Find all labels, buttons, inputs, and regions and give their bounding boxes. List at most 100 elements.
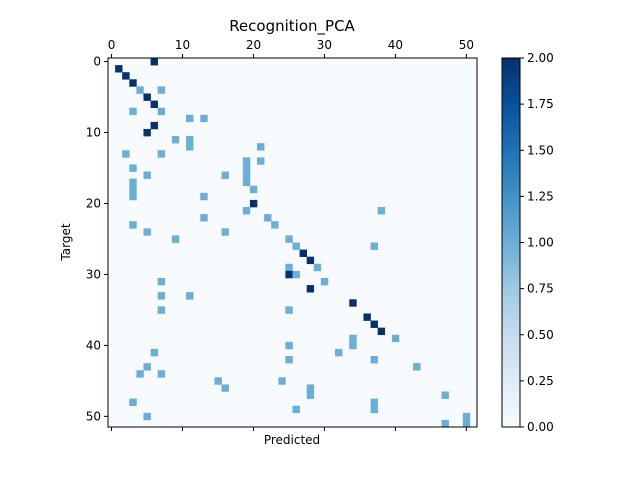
- heatmap-cell: [249, 199, 258, 208]
- heatmap-cell: [150, 58, 158, 66]
- heatmap-cell: [200, 214, 208, 222]
- heatmap-cell: [278, 377, 286, 385]
- x-tick-label: 20: [246, 38, 261, 52]
- heatmap-cell: [441, 419, 449, 428]
- heatmap-cell: [242, 207, 251, 215]
- heatmap-cell: [200, 114, 208, 123]
- heatmap-cell: [292, 405, 300, 414]
- heatmap-cell: [292, 270, 300, 279]
- heatmap-cell: [129, 107, 137, 116]
- heatmap-cell: [157, 370, 166, 378]
- heatmap-cell: [129, 185, 137, 194]
- colorbar-tick-label: 1.25: [527, 189, 554, 203]
- colorbar-tick-label: 1.00: [527, 236, 554, 250]
- x-axis-ticks: 0 10 20 30 40 50: [108, 38, 474, 431]
- heatmap-cell: [249, 185, 258, 194]
- heatmap-cell: [122, 72, 130, 80]
- heatmap-cell: [349, 334, 357, 343]
- x-tick-label: 0: [108, 38, 116, 52]
- heatmap-cell: [129, 79, 137, 87]
- heatmap-cell: [129, 221, 137, 229]
- heatmap-cell: [285, 270, 293, 279]
- heatmap-cell: [391, 334, 400, 343]
- heatmap-cell: [157, 86, 166, 94]
- heatmap-cell: [129, 178, 137, 187]
- heatmap-cell: [157, 306, 166, 314]
- colorbar-tick-label: 0.00: [527, 420, 554, 434]
- heatmap-cell: [462, 412, 471, 421]
- heatmap-cell: [143, 171, 151, 179]
- heatmap-cell: [242, 178, 251, 187]
- heatmap-cell: [136, 370, 144, 378]
- heatmap-cell: [299, 249, 307, 257]
- chart-title: Recognition_PCA: [229, 17, 355, 36]
- y-tick-label: 10: [86, 126, 101, 140]
- heatmap-cell: [186, 136, 194, 144]
- heatmap-cell: [143, 128, 151, 137]
- colorbar-ticks: 0.00 0.25 0.50 0.75 1.00 1.25 1.50 1.75 2.00: [520, 51, 554, 434]
- heatmap-cell: [349, 341, 357, 350]
- heatmap-cell: [242, 171, 251, 179]
- heatmap-cell: [335, 348, 343, 357]
- heatmap-cell: [370, 405, 378, 414]
- heatmap-cell: [370, 242, 378, 250]
- colorbar-tick-label: 0.50: [527, 328, 554, 342]
- heatmap-cell: [377, 327, 386, 336]
- heatmap-cell: [186, 143, 194, 151]
- y-tick-label: 0: [93, 55, 101, 69]
- heatmap-cell: [171, 136, 180, 144]
- heatmap-cell: [150, 100, 158, 108]
- heatmap-cell: [370, 398, 378, 407]
- heatmap-cell: [186, 114, 194, 123]
- heatmap-cell: [200, 192, 208, 201]
- colorbar: [501, 57, 521, 428]
- heatmap-cell: [143, 228, 151, 236]
- heatmap-cell: [150, 121, 158, 130]
- heatmap-cell: [413, 363, 421, 371]
- heatmap-cell: [370, 356, 378, 364]
- heatmap-cell: [349, 299, 357, 307]
- heatmap-cell: [129, 192, 137, 201]
- y-axis-label: Target: [59, 223, 73, 261]
- x-tick-label: 50: [459, 38, 474, 52]
- heatmap-cell: [186, 292, 194, 300]
- heatmap-cell: [313, 263, 322, 272]
- heatmap-cell: [292, 242, 300, 250]
- colorbar-tick-label: 0.25: [527, 374, 554, 388]
- heatmap-cell: [214, 377, 222, 385]
- heatmap-cell: [257, 157, 265, 165]
- heatmap-cell: [242, 157, 251, 165]
- y-tick-label: 50: [86, 409, 101, 423]
- heatmap-cell: [370, 320, 378, 328]
- heatmap-cell: [221, 228, 229, 236]
- heatmap-cell: [143, 93, 151, 101]
- x-tick-label: 40: [388, 38, 403, 52]
- heatmap-cell: [150, 348, 158, 357]
- x-axis-label: Predicted: [264, 433, 320, 447]
- heatmap-cell: [264, 214, 272, 222]
- heatmap-cell: [271, 221, 279, 229]
- y-tick-label: 40: [86, 338, 101, 352]
- heatmap-cell: [285, 356, 293, 364]
- heatmap-cell: [306, 391, 315, 399]
- heatmap-cell: [122, 150, 130, 158]
- heatmap-cell: [462, 419, 471, 428]
- heatmap-cell: [257, 143, 265, 151]
- heatmap-cell: [306, 285, 315, 293]
- heatmap-cell: [285, 263, 293, 272]
- heatmap-cell: [129, 164, 137, 172]
- y-axis-ticks: 0 10 20 30 40 50: [86, 55, 108, 423]
- heatmap-cell: [143, 412, 151, 421]
- heatmap-cell: [221, 384, 229, 392]
- heatmap-cell: [285, 235, 293, 243]
- heatmap-cell: [285, 306, 293, 314]
- heatmap-frame: [107, 57, 478, 428]
- x-tick-label: 10: [175, 38, 190, 52]
- y-tick-label: 30: [86, 267, 101, 281]
- heatmap-cell: [221, 171, 229, 179]
- heatmap-cells: [115, 58, 471, 428]
- heatmap-cell: [306, 384, 315, 392]
- x-tick-label: 30: [317, 38, 332, 52]
- heatmap-cell: [320, 277, 329, 286]
